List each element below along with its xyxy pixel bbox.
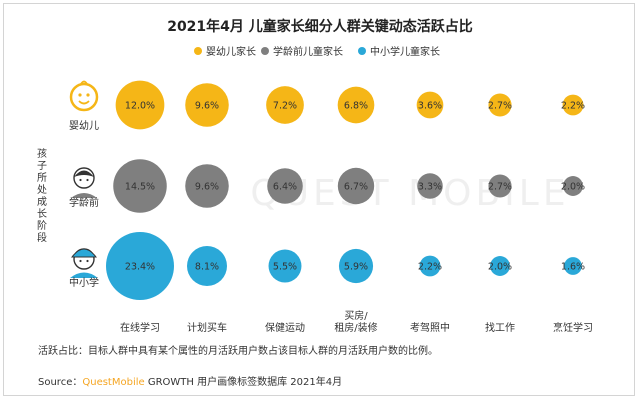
- bubble-value-label: 5.5%: [273, 262, 297, 273]
- bubble: [106, 232, 174, 300]
- row-icon-1: [69, 80, 99, 112]
- legend-label: 学龄前儿童家长: [273, 45, 343, 58]
- bubble-value-label: 7.2%: [273, 101, 297, 112]
- kid-eye: [86, 259, 89, 263]
- source-rest: GROWTH 用户画像标签数据库 2021年4月: [145, 375, 342, 388]
- child-eye: [79, 178, 82, 182]
- bubble-value-label: 12.0%: [125, 101, 155, 112]
- bubble: [563, 176, 583, 196]
- category-label: 计划买车: [187, 321, 227, 334]
- row-icon-3: [70, 248, 98, 278]
- bubble-value-label: 1.6%: [561, 262, 585, 273]
- legend-marker: [194, 47, 202, 55]
- y-axis-label-char: 子: [37, 160, 47, 172]
- source-brand: QuestMobile: [82, 377, 144, 388]
- child-hair: [74, 170, 94, 177]
- child-body: [71, 193, 97, 198]
- category-label: 烹饪学习: [553, 321, 593, 334]
- bubble-value-label: 9.6%: [195, 101, 219, 112]
- bubble-value-label: 6.8%: [344, 101, 368, 112]
- chart-title: 2021年4月 儿童家长细分人群关键动态活跃占比: [167, 18, 473, 35]
- bubble: [337, 86, 375, 124]
- bubbles: 12.0% 9.6% 7.2% 6.8% 3.6% 2.7% 2.2% 14.5% 9.6% 6.…: [106, 80, 585, 300]
- bubble: [416, 91, 444, 119]
- bubble: [185, 83, 229, 127]
- bubble-value-label: 6.4%: [273, 182, 297, 193]
- legend: 婴幼儿家长 学龄前儿童家长 中小学儿童家长: [194, 45, 440, 58]
- bubble-value-label: 2.2%: [418, 262, 442, 273]
- bubble-value-label: 2.0%: [561, 182, 585, 193]
- baby-smile: [78, 100, 90, 105]
- bubble-value-label: 2.7%: [488, 101, 512, 112]
- y-axis-label-char: 成: [37, 196, 47, 208]
- bubble-value-label: 6.7%: [344, 182, 368, 193]
- bubble: [564, 257, 582, 275]
- baby-curl: [80, 80, 88, 85]
- baby-eye: [86, 93, 90, 97]
- chart-note: 活跃占比：目标人群中具有某个属性的月活跃用户数占该目标人群的月活跃用户数的比例。: [38, 344, 438, 357]
- bubble-value-label: 3.3%: [418, 182, 442, 193]
- category-label: 找工作: [485, 321, 515, 334]
- chart-frame: [3, 3, 635, 396]
- kid-eye: [79, 259, 82, 263]
- category-label: 租房/装修: [334, 321, 377, 334]
- legend-marker: [261, 47, 269, 55]
- bubble-value-label: 5.9%: [344, 262, 368, 273]
- bubble: [187, 246, 227, 286]
- bubble: [490, 256, 510, 276]
- bubble-value-label: 23.4%: [125, 262, 155, 273]
- legend-label: 中小学儿童家长: [370, 45, 440, 58]
- y-axis-label-char: 所: [37, 172, 47, 184]
- bubble: [337, 167, 375, 205]
- y-axis-label-char: 孩: [37, 147, 47, 160]
- bubble: [185, 164, 229, 208]
- y-axis-label-char: 长: [37, 208, 47, 220]
- bubble-value-label: 2.7%: [488, 182, 512, 193]
- bubble: [266, 86, 304, 124]
- bubble: [115, 80, 165, 130]
- bubble-value-label: 14.5%: [125, 182, 155, 193]
- bubble: [488, 93, 512, 117]
- category-label: 买房/: [344, 309, 368, 322]
- category-label: 考驾照中: [410, 321, 450, 334]
- row-icon-2: [71, 167, 97, 198]
- bubble: [488, 174, 512, 198]
- legend-marker: [358, 47, 366, 55]
- bubble-value-label: 2.2%: [561, 101, 585, 112]
- category-label: 保健运动: [265, 321, 305, 334]
- y-axis-label-char: 段: [37, 231, 47, 244]
- bubble: [419, 255, 441, 277]
- bubble-value-label: 2.0%: [488, 262, 512, 273]
- category-label: 在线学习: [120, 321, 160, 334]
- baby-icon: [69, 82, 99, 112]
- bubble: [562, 94, 584, 116]
- source-prefix: Source：: [38, 377, 82, 388]
- child-eye: [86, 178, 89, 182]
- bubble: [338, 248, 374, 284]
- bubble: [113, 159, 167, 213]
- kid-cap: [70, 248, 98, 258]
- bubble: [417, 173, 443, 199]
- legend-label: 婴幼儿家长: [206, 45, 256, 58]
- row-label: 学龄前: [69, 196, 99, 209]
- y-axis-label-char: 处: [37, 184, 47, 196]
- y-axis-label-char: 阶: [37, 219, 47, 232]
- source-line: Source：QuestMobile GROWTH 用户画像标签数据库 2021…: [38, 375, 342, 388]
- x-axis-categories: 在线学习 计划买车 保健运动 买房/租房/装修 考驾照中 找工作 烹饪学习: [120, 309, 593, 334]
- bubble: [267, 168, 303, 204]
- watermark: QUEST MOBILE: [250, 173, 569, 214]
- bubble-value-label: 8.1%: [195, 262, 219, 273]
- row-label: 婴幼儿: [69, 119, 99, 132]
- bubble: [268, 249, 302, 283]
- row-label: 中小学: [69, 276, 99, 289]
- kid-body: [70, 272, 98, 278]
- baby-eye: [78, 93, 82, 97]
- bubble-value-label: 9.6%: [195, 182, 219, 193]
- bubble-value-label: 3.6%: [418, 101, 442, 112]
